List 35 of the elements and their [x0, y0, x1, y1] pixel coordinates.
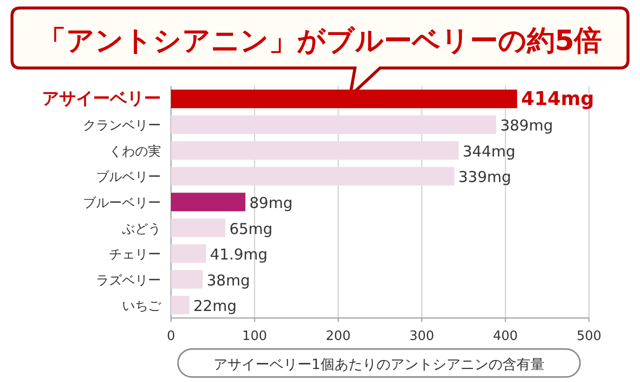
data-label: 89mg [249, 194, 293, 212]
bar [171, 296, 190, 314]
x-tick-label: 400 [492, 329, 518, 344]
x-axis-title: アサイーベリー1個あたりのアントシアニンの含有量 [214, 357, 544, 373]
bar [171, 115, 496, 134]
bar [171, 218, 226, 238]
data-label: 22mg [193, 297, 237, 316]
x-tick-label: 500 [576, 329, 602, 344]
y-tick-label: ぶどう [122, 222, 161, 237]
data-label: 339mg [458, 168, 512, 186]
bar [171, 90, 518, 108]
y-tick-label: ブルーベリー [83, 196, 161, 211]
x-tick-label: 300 [409, 329, 434, 344]
chart-title: 「アントシアニン」がブルーベリーの約5倍 [38, 24, 602, 57]
bar [171, 244, 206, 263]
data-label: 38mg [206, 271, 250, 290]
x-tick-label: 0 [166, 329, 176, 344]
y-tick-label: くわの実 [109, 143, 161, 160]
y-tick-label: いちご [122, 299, 162, 314]
x-tick-label: 200 [326, 329, 351, 344]
bar [171, 270, 203, 289]
y-tick-label: ラズベリー [96, 273, 161, 288]
y-tick-label: チェリー [109, 248, 161, 263]
bar [171, 141, 459, 160]
y-tick-label: アサイーベリー [42, 88, 161, 109]
data-label: 389mg [500, 116, 553, 135]
x-tick-label: 100 [242, 329, 268, 344]
bar [171, 166, 454, 186]
data-label: 414mg [521, 88, 594, 110]
y-tick-label: クランベリー [83, 118, 161, 134]
y-tick-label: ブルベリー [96, 170, 161, 186]
data-label: 41.9mg [210, 246, 268, 264]
data-label: 65mg [229, 220, 273, 238]
bar [171, 192, 246, 212]
data-label: 344mg [462, 142, 516, 160]
